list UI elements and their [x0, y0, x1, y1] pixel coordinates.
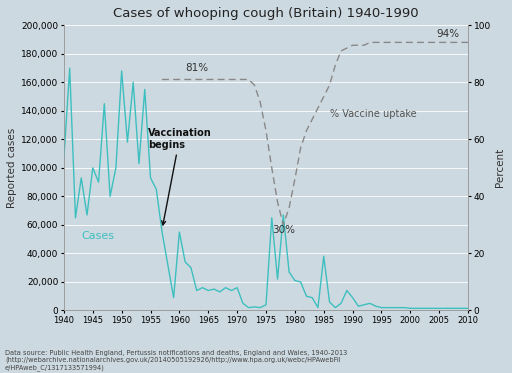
Y-axis label: Percent: Percent [495, 148, 505, 188]
Text: 30%: 30% [272, 225, 295, 235]
Text: 81%: 81% [185, 63, 208, 73]
Text: Data source: Public Health England, Pertussis notifications and deaths, England : Data source: Public Health England, Pert… [5, 350, 347, 371]
Text: Cases: Cases [81, 231, 114, 241]
Y-axis label: Reported cases: Reported cases [7, 128, 17, 208]
Title: Cases of whooping cough (Britain) 1940-1990: Cases of whooping cough (Britain) 1940-1… [113, 7, 419, 20]
Text: 94%: 94% [436, 29, 459, 39]
Text: Vaccination
begins: Vaccination begins [147, 128, 211, 225]
Text: % Vaccine uptake: % Vaccine uptake [330, 109, 416, 119]
